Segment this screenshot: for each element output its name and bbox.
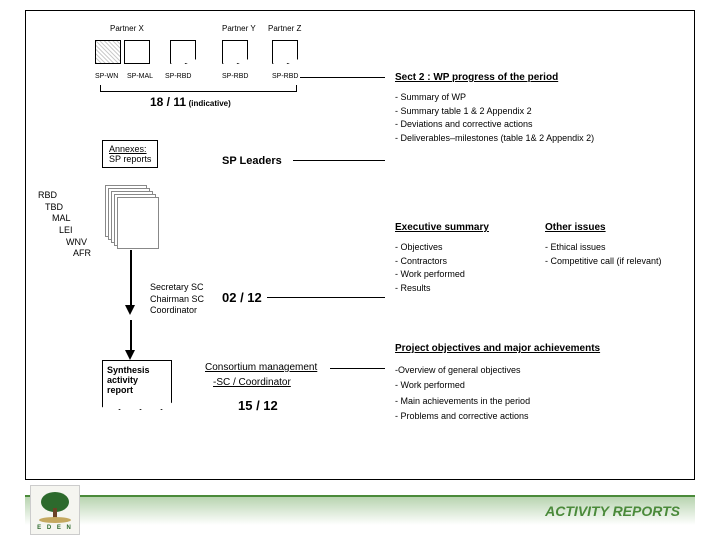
arrow-head-2 xyxy=(125,350,135,360)
exec-title: Executive summary xyxy=(395,220,545,235)
date-1811: 18 / 11 xyxy=(150,95,186,109)
arrow-shaft-1 xyxy=(130,250,132,305)
sect2-item-3: - Deliverables–milestones (table 1& 2 Ap… xyxy=(395,132,685,146)
partner-y-label: Partner Y xyxy=(222,24,256,33)
proj-1: - Work performed xyxy=(395,378,690,393)
page-stack xyxy=(105,185,155,245)
synth-l2: activity xyxy=(107,375,167,385)
sp-rbd1-label: SP-RBD xyxy=(165,73,191,80)
sp-mal-label: SP-MAL xyxy=(127,73,153,80)
left-list: RBD TBD MAL LEI WNV AFR xyxy=(38,190,91,260)
synth-l3: report xyxy=(107,385,167,395)
other-0: - Ethical issues xyxy=(545,241,695,255)
exec-0: - Objectives xyxy=(395,241,545,255)
sect2-block: Sect 2 : WP progress of the period - Sum… xyxy=(395,70,685,145)
logo: E D E N xyxy=(30,485,80,535)
connector-line-2 xyxy=(293,160,385,161)
synthesis-box: Synthesis activity report xyxy=(102,360,172,410)
sec-l1: Secretary SC xyxy=(150,282,204,294)
date-suffix: (indicative) xyxy=(189,99,231,108)
secretary-block: Secretary SC Chairman SC Coordinator xyxy=(150,282,204,317)
annexes-title: Annexes: xyxy=(109,144,151,154)
exec-block: Executive summary - Objectives - Contrac… xyxy=(395,220,545,295)
sect2-item-2: - Deviations and corrective actions xyxy=(395,118,685,132)
footer-bar: ACTIVITY REPORTS xyxy=(25,495,695,525)
partner-box-5 xyxy=(272,40,298,64)
footer-title: ACTIVITY REPORTS xyxy=(545,503,680,519)
sect2-title: Sect 2 : WP progress of the period xyxy=(395,70,685,85)
bracket-h xyxy=(100,91,297,92)
proj-title: Project objectives and major achievement… xyxy=(395,340,690,357)
other-title: Other issues xyxy=(545,220,695,235)
other-block: Other issues - Ethical issues - Competit… xyxy=(545,220,695,268)
arrow-shaft-2 xyxy=(130,320,132,350)
sp-wn-label: SP-WN xyxy=(95,73,118,80)
proj-0: -Overview of general objectives xyxy=(395,363,690,378)
partner-z-label: Partner Z xyxy=(268,24,301,33)
list-wnv: WNV xyxy=(66,237,91,249)
logo-text: E D E N xyxy=(37,525,73,531)
partner-box-1 xyxy=(95,40,121,64)
cons-title: Consortium management xyxy=(205,362,317,373)
sec-l3: Coordinator xyxy=(150,305,204,317)
other-1: - Competitive call (if relevant) xyxy=(545,255,695,269)
annexes-box: Annexes: SP reports xyxy=(102,140,158,168)
exec-2: - Work performed xyxy=(395,268,545,282)
connector-line-4 xyxy=(330,368,385,369)
connector-line-1 xyxy=(300,77,385,78)
sp-leaders-label: SP Leaders xyxy=(222,155,282,167)
exec-3: - Results xyxy=(395,282,545,296)
sect2-item-0: - Summary of WP xyxy=(395,91,685,105)
exec-1: - Contractors xyxy=(395,255,545,269)
partner-x-label: Partner X xyxy=(110,24,144,33)
list-mal: MAL xyxy=(52,213,91,225)
arrow-head-1 xyxy=(125,305,135,315)
list-afr: AFR xyxy=(73,248,91,260)
list-lei: LEI xyxy=(59,225,91,237)
sp-rbd3-label: SP-RBD xyxy=(272,73,298,80)
proj-2: - Main achievements in the period xyxy=(395,394,690,409)
date-indicative: 18 / 11 (indicative) xyxy=(150,95,231,109)
annexes-sub: SP reports xyxy=(109,154,151,164)
date-0212: 02 / 12 xyxy=(222,290,262,305)
synth-l1: Synthesis xyxy=(107,365,167,375)
tree-icon xyxy=(35,490,75,525)
partner-box-2 xyxy=(124,40,150,64)
date-1512: 15 / 12 xyxy=(238,398,278,413)
cons-sub: -SC / Coordinator xyxy=(213,377,317,388)
connector-line-3 xyxy=(267,297,385,298)
consortium-block: Consortium management -SC / Coordinator xyxy=(205,362,317,388)
list-tbd: TBD xyxy=(45,202,91,214)
proj-block: Project objectives and major achievement… xyxy=(395,340,690,424)
partner-box-4 xyxy=(222,40,248,64)
list-rbd: RBD xyxy=(38,190,91,202)
sec-l2: Chairman SC xyxy=(150,294,204,306)
partner-box-3 xyxy=(170,40,196,64)
proj-3: - Problems and corrective actions xyxy=(395,409,690,424)
sect2-item-1: - Summary table 1 & 2 Appendix 2 xyxy=(395,105,685,119)
sp-rbd2-label: SP-RBD xyxy=(222,73,248,80)
